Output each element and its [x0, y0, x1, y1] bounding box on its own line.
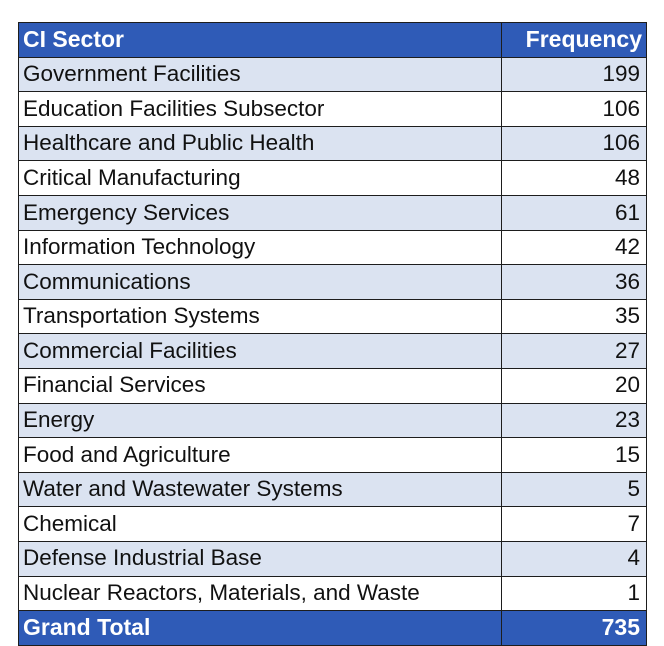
frequency-cell: 23: [501, 402, 647, 439]
sector-cell: Information Technology: [18, 229, 502, 266]
sector-cell: Food and Agriculture: [18, 437, 502, 473]
table-row: Emergency Services 61: [18, 194, 647, 231]
table-row: Chemical 7: [18, 506, 647, 542]
table-row: Government Facilities 199: [18, 56, 647, 93]
grand-total-row: Grand Total 735: [18, 610, 647, 646]
table-row: Communications 36: [18, 264, 647, 300]
table-row: Nuclear Reactors, Materials, and Waste 1: [18, 575, 647, 612]
sector-cell: Commercial Facilities: [18, 333, 502, 369]
table-row: Healthcare and Public Health 106: [18, 125, 647, 162]
sector-cell: Healthcare and Public Health: [18, 125, 502, 162]
table-row: Food and Agriculture 15: [18, 437, 647, 473]
table-row: Financial Services 20: [18, 367, 647, 404]
frequency-cell: 48: [501, 160, 647, 196]
grand-total-label: Grand Total: [18, 610, 502, 646]
sector-cell: Emergency Services: [18, 194, 502, 231]
table-header-row: CI Sector Frequency: [18, 22, 647, 58]
sector-frequency-table-container: CI Sector Frequency Government Facilitie…: [18, 22, 647, 646]
frequency-cell: 106: [501, 91, 647, 127]
frequency-cell: 35: [501, 298, 647, 335]
frequency-cell: 4: [501, 540, 647, 577]
frequency-cell: 106: [501, 125, 647, 162]
frequency-cell: 20: [501, 367, 647, 404]
sector-cell: Transportation Systems: [18, 298, 502, 335]
sector-cell: Energy: [18, 402, 502, 439]
sector-cell: Government Facilities: [18, 56, 502, 93]
table-row: Defense Industrial Base 4: [18, 540, 647, 577]
table-row: Transportation Systems 35: [18, 298, 647, 335]
sector-frequency-table: CI Sector Frequency Government Facilitie…: [18, 22, 647, 646]
sector-cell: Nuclear Reactors, Materials, and Waste: [18, 575, 502, 612]
frequency-cell: 61: [501, 194, 647, 231]
sector-cell: Communications: [18, 264, 502, 300]
table-row: Information Technology 42: [18, 229, 647, 266]
column-header-frequency: Frequency: [501, 22, 647, 58]
frequency-cell: 199: [501, 56, 647, 93]
frequency-cell: 27: [501, 333, 647, 369]
sector-cell: Financial Services: [18, 367, 502, 404]
sector-cell: Chemical: [18, 506, 502, 542]
frequency-cell: 36: [501, 264, 647, 300]
table-row: Energy 23: [18, 402, 647, 439]
table-row: Water and Wastewater Systems 5: [18, 471, 647, 508]
table-row: Commercial Facilities 27: [18, 333, 647, 369]
sector-cell: Water and Wastewater Systems: [18, 471, 502, 508]
grand-total-value: 735: [501, 610, 647, 646]
frequency-cell: 5: [501, 471, 647, 508]
sector-cell: Education Facilities Subsector: [18, 91, 502, 127]
frequency-cell: 42: [501, 229, 647, 266]
sector-cell: Critical Manufacturing: [18, 160, 502, 196]
frequency-cell: 1: [501, 575, 647, 612]
frequency-cell: 7: [501, 506, 647, 542]
frequency-cell: 15: [501, 437, 647, 473]
table-body: Government Facilities 199 Education Facili…: [18, 56, 647, 612]
table-row: Critical Manufacturing 48: [18, 160, 647, 196]
column-header-sector: CI Sector: [18, 22, 502, 58]
sector-cell: Defense Industrial Base: [18, 540, 502, 577]
table-row: Education Facilities Subsector 106: [18, 91, 647, 127]
